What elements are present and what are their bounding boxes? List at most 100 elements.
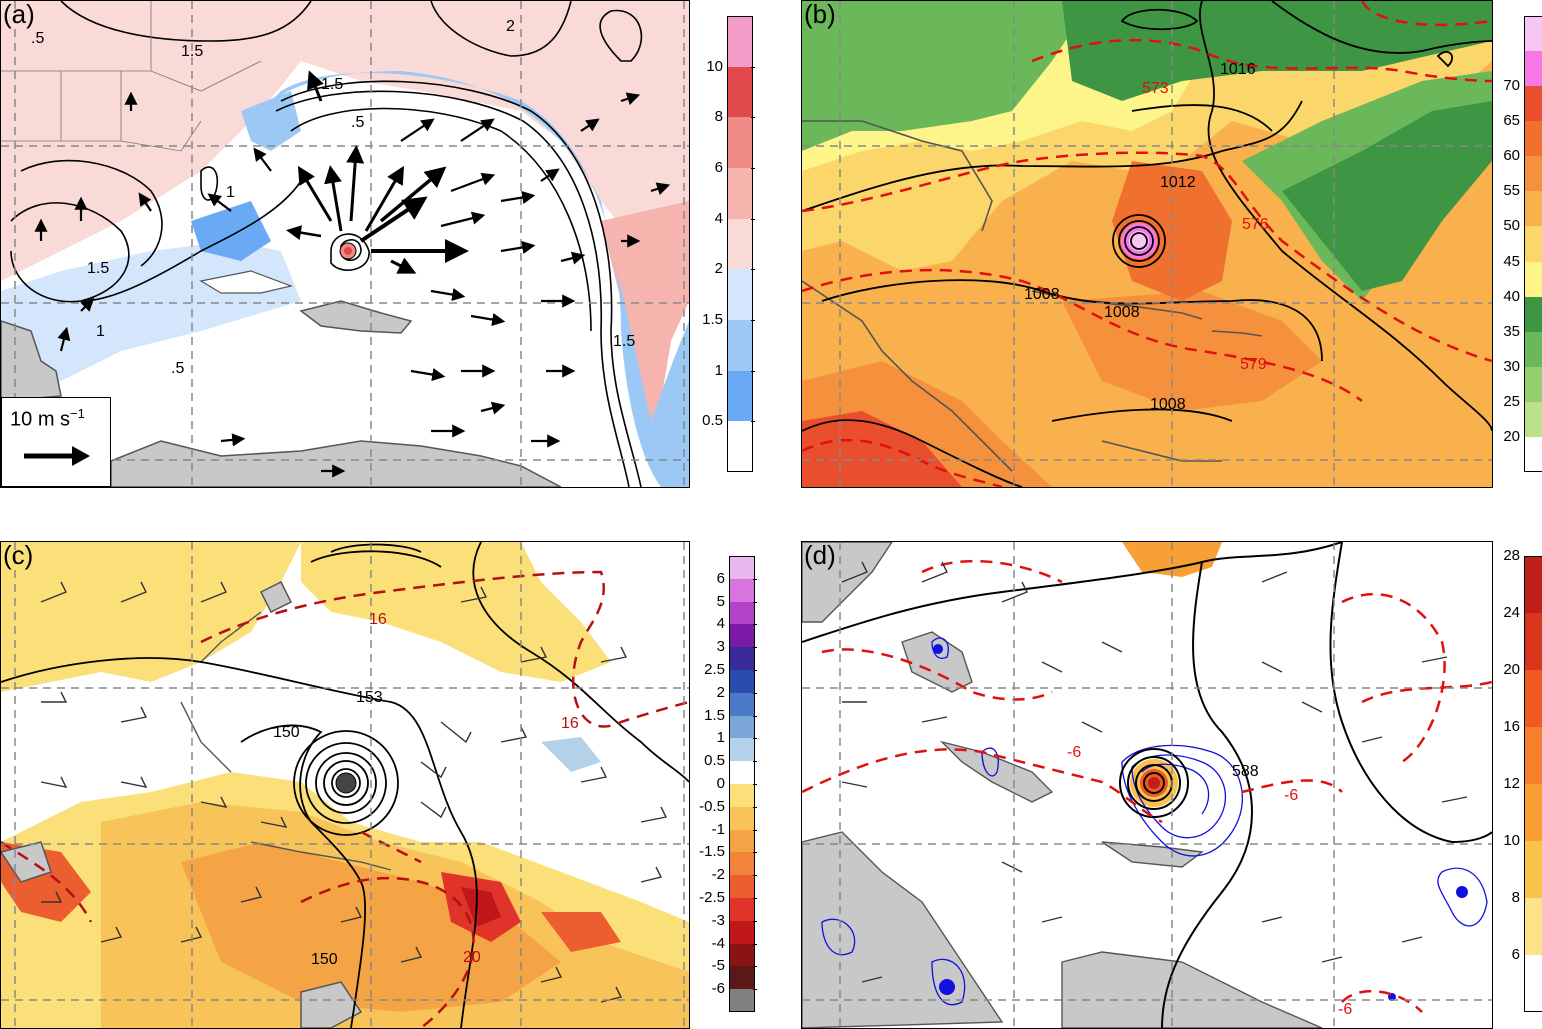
colorbar-segment [729,966,755,990]
colorbar-segment [1524,331,1542,367]
panel-b-map: (b) [801,0,1493,488]
colorbar-segment [729,578,755,602]
pressure-contours [802,1,1492,487]
colorbar-label: 4 [714,209,723,227]
colorbar-label: 30 [1503,357,1520,375]
colorbar-segment [727,66,753,118]
temperature-label: 16 [369,611,387,628]
colorbar-b: 20 25 30 35 40 45 50 55 60 65 70 [1503,16,1542,472]
colorbar-label: 4 [716,615,725,633]
colorbar-label: 1 [716,729,725,747]
panel-c-label: (c) [3,541,34,570]
wind-barbs [841,561,1468,983]
contour-label: .5 [31,30,44,47]
colorbar-label: 3 [716,638,725,656]
colorbar-segment [729,556,755,579]
colorbar-segment [1524,436,1542,472]
panel-c-svg: 153 150 150 16 16 20 [1,542,689,1028]
contour-label: 1008 [1104,304,1140,321]
colorbar-segment [727,16,753,67]
colorbar-segment [1524,16,1542,52]
colorbar-segment [729,829,755,853]
colorbar-segment [1524,261,1542,297]
contour-label: .5 [351,114,364,131]
height-contours [802,1,1492,487]
colorbar-label: 25 [1503,392,1520,410]
panel-a-svg: 2 1.5 1.5 .5 1 1.5 1 1.5 .5 .5 [1,1,689,487]
colorbar-label: 1.5 [702,311,723,328]
colorbar-segment [1524,401,1542,437]
geopotential-contours [802,542,1492,1028]
contour-label: 1016 [1220,61,1256,78]
colorbar-segment [729,624,755,648]
contour-label: 1.5 [321,76,343,93]
colorbar-label: 35 [1503,322,1520,340]
colorbar-segment [727,218,753,270]
colorbar-segment [729,920,755,944]
colorbar-label: -1 [711,820,725,838]
colorbar-label: 20 [1503,427,1520,445]
colorbar-label: 0.5 [704,752,725,770]
height-label: 576 [1242,216,1269,233]
colorbar-segment [729,875,755,898]
colorbar-label: 16 [1503,718,1520,735]
colorbar-segment [729,670,755,693]
panel-a-map: (a) [0,0,690,488]
wind-barbs [40,581,668,1003]
omega-contours [802,559,1492,1013]
panel-c-map: (c) [0,541,690,1029]
colorbar-segment [727,168,753,219]
colorbar-label: -2 [711,866,725,884]
contour-label: 588 [1232,763,1259,780]
colorbar-segment [1524,296,1542,332]
colorbar-segment [1524,784,1542,841]
colorbar-segment [727,320,753,371]
contour-label: 1 [226,184,235,201]
colorbar-label: 28 [1503,547,1520,564]
colorbar-label: 60 [1503,147,1520,165]
contour-label: 150 [311,951,338,968]
panel-d-label: (d) [804,541,836,570]
colorbar-label: -4 [711,934,725,952]
panel-d-map: (d) [801,541,1493,1029]
colorbar-segment [1524,955,1542,1012]
contour-label: 1 [96,323,105,340]
colorbar-segment [729,738,755,762]
colorbar-label: -3 [711,911,725,929]
colorbar-label: -1.5 [699,843,725,861]
colorbar-segment [729,989,755,1012]
contour-label: 153 [356,689,383,706]
colorbar-label: 70 [1503,77,1520,95]
height-label: 573 [1142,80,1169,97]
colorbar-segment [1524,121,1542,157]
wind-vectors [34,70,671,478]
pink-shading [1,1,689,281]
colorbar-label: 65 [1503,112,1520,130]
contour-label: 1008 [1024,286,1060,303]
colorbar-label: 20 [1503,661,1520,678]
colorbar-label: -2.5 [699,889,725,906]
colorbar-segment [1524,727,1542,784]
colorbar-segment [1524,191,1542,227]
colorbar-segment [729,784,755,807]
contour-label: 150 [273,724,300,741]
colorbar-label: 45 [1503,252,1520,270]
colorbar-label: 10 [706,57,723,75]
colorbar-label: 24 [1503,604,1520,621]
omega-label: -6 [1067,744,1081,761]
geopotential-contours [1,542,689,1028]
colorbar-a: 0.5 1 1.5 2 4 6 8 10 [702,16,755,472]
colorbar-segment [729,806,755,830]
colorbar-segment [1524,556,1542,613]
colorbar-segment [729,715,755,739]
colorbar-c: 6 5 4 3 2.5 2 1.5 1 0.5 0 -0.5 -1 -1.5 -2 -2.5 -3 -4 -5 -6 [699,556,757,1012]
grid-lines [1,1,689,487]
colorbar-segment [1524,366,1542,402]
contour-label: .5 [171,360,184,377]
colorbar-label: 5 [716,592,725,610]
colorbar-segment [727,421,753,472]
colorbar-segment [1524,841,1542,898]
colorbar-label: 2 [714,260,723,278]
colorbar-label: -6 [711,980,725,998]
colorbar-label: 0.5 [702,412,723,430]
